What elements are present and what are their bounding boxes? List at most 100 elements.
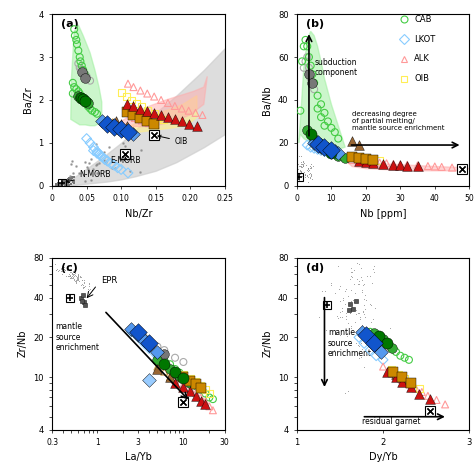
Point <box>359 277 366 284</box>
Point <box>64 272 72 279</box>
Point <box>124 128 132 136</box>
Point <box>66 174 73 181</box>
Point <box>308 172 315 180</box>
Point <box>171 116 179 123</box>
Point <box>321 144 328 152</box>
Point <box>368 279 376 287</box>
Point <box>105 143 113 151</box>
Point <box>299 172 306 180</box>
Point <box>146 339 153 347</box>
Point <box>121 143 128 150</box>
Point <box>355 278 363 285</box>
Point <box>185 107 192 115</box>
Point <box>378 348 385 356</box>
Point <box>307 75 314 82</box>
Point <box>86 285 93 293</box>
Point <box>301 171 309 178</box>
Point <box>355 354 362 362</box>
Point <box>171 368 179 375</box>
Point <box>78 68 86 76</box>
Point <box>343 332 351 340</box>
Point <box>186 379 194 387</box>
Point <box>305 70 313 78</box>
Point <box>416 385 423 392</box>
Point <box>78 276 85 284</box>
Point <box>352 289 359 296</box>
Point <box>317 143 325 151</box>
Point <box>101 155 109 163</box>
Point <box>367 318 375 326</box>
Point <box>64 266 71 274</box>
Point <box>360 302 367 309</box>
Point <box>61 181 69 189</box>
Point <box>77 58 84 65</box>
Point <box>427 396 434 403</box>
Point <box>306 162 313 169</box>
Point <box>74 271 82 278</box>
Point <box>68 270 76 277</box>
Point <box>347 268 355 276</box>
Point <box>79 291 87 299</box>
Point <box>83 98 91 106</box>
Point <box>192 380 200 388</box>
Point <box>60 265 67 273</box>
Point <box>180 371 187 378</box>
Point <box>348 268 356 276</box>
Point <box>355 334 363 341</box>
Point <box>201 401 209 408</box>
Point <box>74 277 82 284</box>
Point <box>186 374 194 382</box>
Point <box>135 331 142 338</box>
Point <box>126 167 133 175</box>
Point <box>301 173 309 180</box>
Point <box>324 149 332 156</box>
Point <box>69 271 77 278</box>
Point <box>304 164 311 172</box>
Point <box>166 373 174 381</box>
Point <box>101 160 109 167</box>
Point <box>76 64 83 72</box>
Point <box>58 265 65 273</box>
Point <box>375 332 383 340</box>
Point <box>301 170 309 177</box>
Point <box>110 123 118 130</box>
Point <box>73 276 81 284</box>
Point <box>128 96 135 104</box>
Point <box>70 177 77 185</box>
Point <box>355 156 363 164</box>
Point <box>386 368 394 375</box>
Point <box>303 126 311 134</box>
Point <box>123 101 130 108</box>
Point <box>388 365 395 373</box>
Point <box>63 182 71 189</box>
Point <box>89 165 97 173</box>
Point <box>341 300 349 308</box>
Point <box>369 315 377 323</box>
Point <box>201 398 209 405</box>
Point <box>414 161 421 169</box>
Point <box>307 131 314 138</box>
Point <box>140 337 148 344</box>
Point <box>166 365 174 373</box>
Point <box>70 177 77 185</box>
Point <box>52 180 60 188</box>
Point <box>305 174 312 181</box>
Point <box>345 307 353 315</box>
Point <box>354 309 362 316</box>
Point <box>63 265 71 273</box>
Point <box>154 348 161 356</box>
Point <box>295 162 303 169</box>
Point <box>64 179 72 187</box>
Point <box>340 294 347 302</box>
Point <box>383 160 390 167</box>
Point <box>362 154 370 162</box>
Point <box>146 337 153 344</box>
Text: decreasing degree
of partial melting/
mantle source enrichment: decreasing degree of partial melting/ ma… <box>352 111 445 131</box>
Point <box>80 95 88 103</box>
Point <box>357 273 365 281</box>
Y-axis label: Ba/Zr: Ba/Zr <box>23 87 33 113</box>
Point <box>67 177 74 184</box>
Point <box>383 339 391 347</box>
Point <box>66 272 74 280</box>
Point <box>307 174 314 182</box>
